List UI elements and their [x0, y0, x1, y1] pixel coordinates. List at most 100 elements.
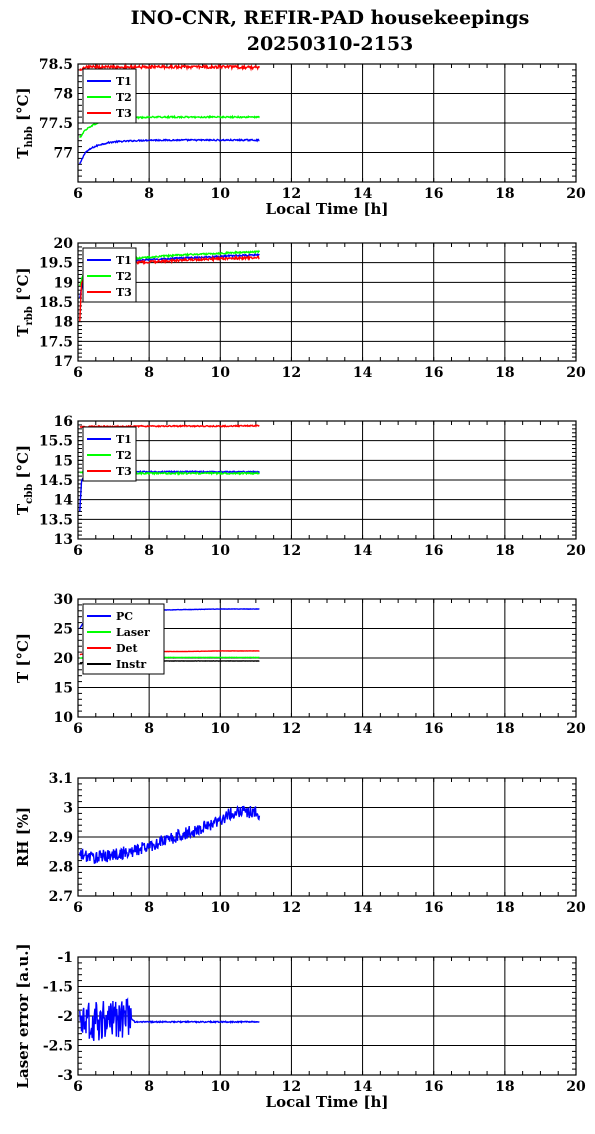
x-tick-label: 12: [282, 721, 301, 737]
x-tick-label: 6: [73, 900, 83, 916]
x-tick-label: 20: [566, 543, 586, 559]
y-tick-label: 3.1: [49, 771, 73, 787]
x-tick-label: 6: [73, 543, 83, 559]
legend-label: T1: [116, 433, 132, 446]
x-tick-label: 18: [495, 1079, 514, 1095]
x-tick-label: 10: [211, 543, 231, 559]
x-tick-label: 8: [144, 721, 154, 737]
y-axis-label: Trbb [°C]: [14, 267, 35, 336]
legend-label: T3: [116, 107, 132, 120]
x-tick-label: 12: [282, 365, 301, 381]
x-tick-label: 18: [495, 186, 514, 202]
y-tick-label: 15: [54, 453, 73, 469]
x-tick-label: 20: [566, 900, 586, 916]
y-tick-label: 20: [54, 236, 74, 252]
y-tick-label: 78.5: [39, 57, 73, 73]
x-tick-label: 16: [424, 721, 443, 737]
x-tick-label: 14: [353, 721, 373, 737]
x-tick-label: 8: [144, 900, 154, 916]
legend: T1 T2 T3: [82, 426, 137, 482]
x-tick-label: 16: [424, 186, 443, 202]
y-tick-label: 77.5: [39, 116, 73, 132]
x-tick-label: 18: [495, 900, 514, 916]
legend: T1 T2 T3: [82, 68, 137, 124]
legend-label: T3: [116, 465, 132, 478]
x-tick-label: 20: [566, 721, 586, 737]
y-tick-label: 3: [63, 801, 73, 817]
figure-title-line1: INO-CNR, REFIR-PAD housekeepings: [131, 7, 530, 29]
x-tick-label: 14: [353, 1079, 373, 1095]
legend-label: T3: [116, 286, 132, 299]
y-tick-label: 25: [54, 622, 73, 638]
x-tick-label: 16: [424, 1079, 443, 1095]
x-tick-label: 14: [353, 900, 373, 916]
y-tick-label: 13: [54, 532, 73, 548]
y-tick-label: 18.5: [39, 295, 73, 311]
chart-panel-6: 6 8 10 12 14 16 18 20 -3 -2.5 -2 -1.5 -1 Laser error …: [14, 943, 586, 1111]
x-tick-label: 8: [144, 1079, 154, 1095]
x-tick-label: 10: [211, 900, 231, 916]
y-tick-label: 19: [54, 275, 73, 291]
plot-frame: [77, 956, 577, 1076]
series-line-t1: [79, 137, 260, 165]
x-tick-label: 10: [211, 1079, 231, 1095]
y-tick-label: -3: [57, 1068, 73, 1084]
chart-panel-3: 6 8 10 12 14 16 18 20 13 13.5 14 14.5 15 15.5 16 Tcbb […: [14, 414, 586, 559]
y-tick-label: -2.5: [43, 1039, 73, 1055]
y-axis-label: Tcbb [°C]: [14, 445, 35, 515]
x-tick-label: 16: [424, 900, 443, 916]
x-tick-label: 6: [73, 186, 83, 202]
y-tick-label: 17.5: [39, 334, 73, 350]
plot-frame: [77, 777, 577, 897]
legend-label: Instr: [116, 658, 146, 671]
y-tick-label: 2.7: [49, 889, 73, 905]
x-tick-label: 12: [282, 900, 301, 916]
y-tick-label: 2.8: [49, 860, 73, 876]
x-tick-label: 12: [282, 543, 301, 559]
y-axis-label: Laser error [a.u.]: [14, 943, 32, 1088]
x-axis-label: Local Time [h]: [266, 1093, 389, 1111]
legend-label: T1: [116, 254, 132, 267]
x-tick-label: 12: [282, 186, 301, 202]
x-tick-label: 6: [73, 365, 83, 381]
legend-label: T2: [116, 270, 132, 283]
x-tick-label: 20: [566, 365, 586, 381]
x-tick-label: 16: [424, 543, 443, 559]
y-tick-label: 30: [54, 592, 74, 608]
legend-label: T2: [116, 91, 132, 104]
x-tick-label: 18: [495, 365, 514, 381]
y-tick-label: 14.5: [39, 473, 73, 489]
x-tick-label: 14: [353, 186, 373, 202]
x-tick-label: 18: [495, 543, 514, 559]
chart-panel-2: 6 8 10 12 14 16 18 20 17 17.5 18 18.5 19 19.5 20 Trbb […: [14, 236, 586, 381]
y-tick-label: 2.9: [49, 830, 73, 846]
legend-label: PC: [116, 610, 133, 623]
y-tick-label: -1.5: [43, 980, 73, 996]
y-tick-label: 17: [54, 354, 73, 370]
legend-label: Laser: [116, 626, 150, 639]
figure-title-line2: 20250310-2153: [247, 33, 414, 55]
x-tick-label: 10: [211, 186, 231, 202]
plot-frame: [77, 598, 577, 718]
legend-label: T2: [116, 449, 132, 462]
x-tick-label: 12: [282, 1079, 301, 1095]
x-tick-label: 8: [144, 365, 154, 381]
x-tick-label: 20: [566, 1079, 586, 1095]
x-tick-label: 14: [353, 543, 373, 559]
y-tick-label: 78: [54, 87, 73, 103]
x-tick-label: 6: [73, 721, 83, 737]
legend-label: Det: [116, 642, 139, 655]
legend: T1 T2 T3: [82, 247, 137, 303]
y-axis-label: RH [%]: [14, 807, 32, 867]
y-axis-label: Thbb [°C]: [14, 87, 35, 158]
y-tick-label: 20: [54, 651, 74, 667]
legend-label: T1: [116, 75, 132, 88]
y-axis-label: T [°C]: [14, 633, 32, 683]
chart-panel-5: 6 8 10 12 14 16 18 20 2.7 2.8 2.9 3 3.1 RH [%]: [14, 771, 586, 916]
plot-frame: [77, 63, 577, 183]
y-tick-label: 15: [54, 681, 73, 697]
legend: PC Laser Det Instr: [82, 603, 165, 675]
